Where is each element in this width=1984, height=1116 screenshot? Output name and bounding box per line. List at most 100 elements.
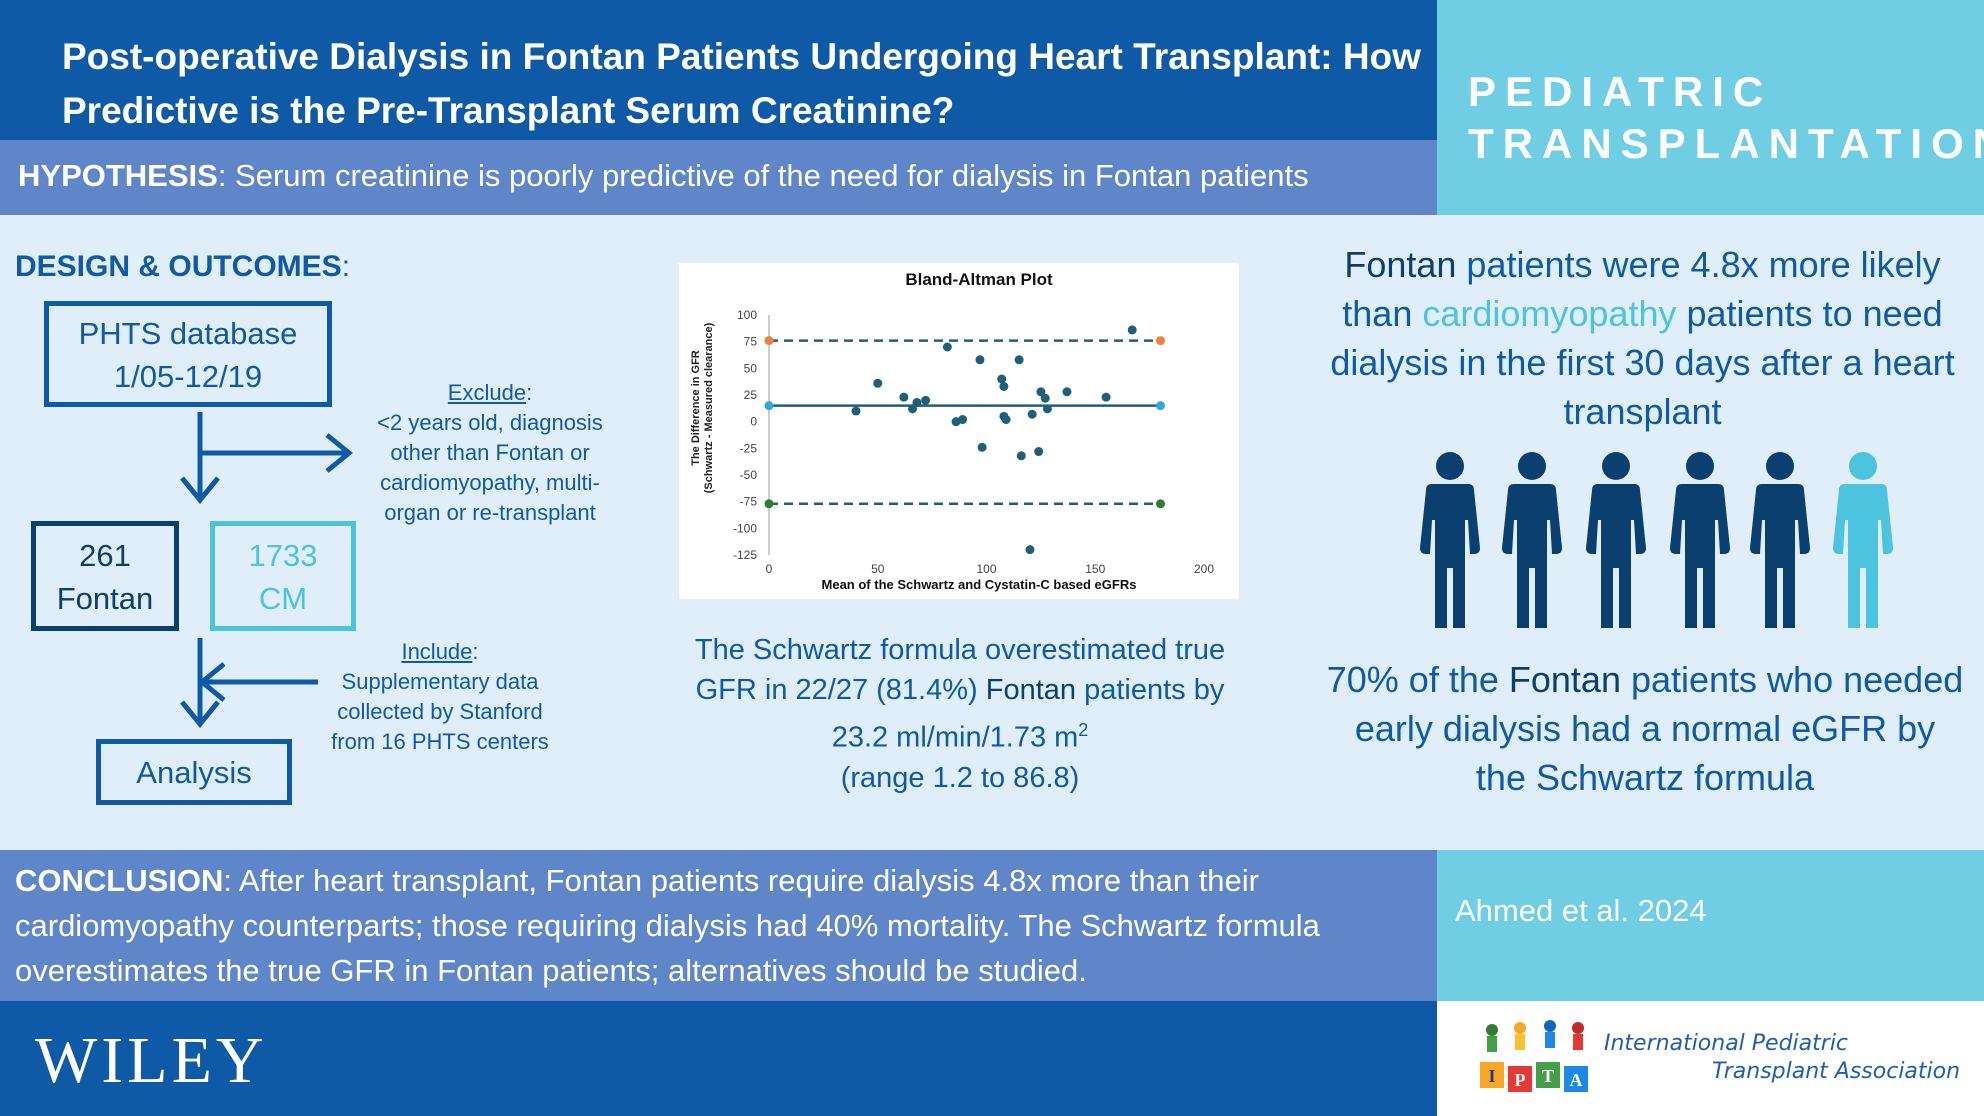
wiley-logo: WILEY [35, 1024, 268, 1097]
y-tick-label: 0 [750, 415, 757, 429]
x-tick-label: 200 [1194, 562, 1214, 576]
y-tick-label: -50 [740, 468, 758, 482]
data-point [1042, 404, 1052, 414]
ipta-letter-a: A [1570, 1070, 1583, 1090]
arrow-phts-to-cohorts [180, 412, 220, 504]
caption-fontan: Fontan [985, 674, 1077, 706]
person-icon-5 [1750, 452, 1810, 628]
data-point [942, 342, 952, 352]
data-point [851, 406, 861, 416]
mean-marker-end [1156, 401, 1165, 411]
cm-count: 1733 [248, 538, 318, 573]
data-point [997, 374, 1007, 384]
chart-svg: Bland-Altman Plot The Difference in GFR … [690, 270, 1214, 592]
ipta-letter-i: I [1488, 1066, 1495, 1086]
y-tick-label: -75 [740, 495, 758, 509]
ipta-letter-t: T [1542, 1066, 1554, 1086]
hypothesis-statement: HYPOTHESIS: Serum creatinine is poorly p… [18, 155, 1309, 197]
ipta-kids-figures [1486, 1020, 1584, 1052]
flow-arrows [180, 412, 353, 728]
data-point [1001, 415, 1011, 425]
data-point [1127, 325, 1137, 335]
data-point [1101, 392, 1111, 402]
fontan-label: Fontan [56, 581, 154, 616]
data-point [999, 381, 1009, 391]
lower-limit-marker-end [1156, 499, 1165, 509]
conclusion-statement: CONCLUSION: After heart transplant, Font… [15, 858, 1425, 993]
data-point [1025, 545, 1035, 555]
design-title: DESIGN & OUTCOMES: [15, 250, 350, 284]
include-text: Supplementary data collected by Stanford… [331, 669, 549, 754]
cm-label: CM [258, 581, 308, 616]
data-point [912, 397, 922, 407]
x-tick-label: 50 [871, 562, 885, 576]
design-title-text: DESIGN & OUTCOMES [15, 250, 342, 283]
bland-altman-chart: Bland-Altman Plot The Difference in GFR … [679, 263, 1239, 599]
y-axis-label-line2: (Schwartz - Measured clearance) [703, 322, 715, 493]
y-tick-label: 50 [744, 361, 758, 375]
stat-normal-egfr: 70% of the Fontan patients who needed ea… [1325, 655, 1965, 802]
person-icon-dark-group [1420, 452, 1810, 628]
data-point [975, 355, 985, 365]
y-axis-label-group: The Difference in GFR (Schwartz - Measur… [690, 322, 715, 493]
arrow-include [198, 662, 318, 702]
caption-part3: (range 1.2 to 86.8) [840, 761, 1080, 794]
upper-limit-marker-start [764, 336, 774, 346]
arrow-cohorts-to-analysis [180, 638, 220, 728]
arrow-exclude [200, 433, 353, 473]
stat-top-part2: patients to need dialysis in the first 3… [1330, 293, 1955, 432]
include-label: Include [401, 639, 473, 664]
stat-bottom-fontan: Fontan [1508, 659, 1621, 700]
x-axis-label: Mean of the Schwartz and Cystatin-C base… [822, 577, 1137, 592]
ipta-line2: Transplant Association [1712, 1059, 1961, 1084]
person-icon-6 [1833, 452, 1893, 628]
mean-marker-start [764, 401, 774, 411]
hypothesis-bar [0, 140, 1437, 215]
data-point [899, 392, 909, 402]
x-tick-label: 100 [976, 562, 996, 576]
phts-line2: 1/05-12/19 [113, 359, 263, 394]
person-icon-2 [1502, 452, 1562, 628]
data-point [1034, 447, 1044, 457]
design-title-colon: : [341, 250, 351, 283]
lower-limit-marker-start [764, 499, 774, 509]
people-icons [1420, 452, 1893, 628]
include-criteria: Include: Supplementary data collected by… [318, 637, 562, 757]
ipta-panel [1437, 1001, 1984, 1116]
y-tick-label: -100 [733, 521, 757, 535]
conclusion-text: : After heart transplant, Fontan patient… [15, 863, 1320, 988]
include-colon: : [472, 639, 479, 664]
y-tick-label: 100 [737, 308, 757, 322]
exclude-colon: : [526, 380, 533, 405]
stat-bottom-part1: 70% of the [1326, 659, 1509, 700]
page-title: Post-operative Dialysis in Fontan Patien… [62, 36, 1421, 131]
journal-brand-panel [1437, 0, 1984, 215]
y-tick-label: -125 [733, 548, 757, 562]
ipta-letter-p: P [1515, 1070, 1526, 1090]
ipta-line1: International Pediatric [1604, 1031, 1849, 1056]
journal-name: PEDIATRIC TRANSPLANTATION [1468, 66, 1984, 170]
ipta-name: International Pediatric Transplant Assoc… [1604, 1030, 1964, 1086]
cm-cohort-box: 1733 CM [210, 521, 356, 631]
caption-sup: 2 [1078, 720, 1089, 740]
phts-line1: PHTS database [78, 316, 298, 351]
data-point [977, 442, 987, 452]
data-point [1040, 393, 1050, 403]
stat-bottom-part2: patients who needed early dialysis had a… [1354, 659, 1964, 798]
header-banner [0, 0, 1437, 140]
y-axis-label-line1: The Difference in GFR [690, 350, 702, 466]
stat-likelihood: Fontan patients were 4.8x more likely th… [1310, 240, 1975, 436]
person-icon-3 [1586, 452, 1646, 628]
stat-top-part1: patients were 4.8x more likely than [1342, 244, 1941, 334]
analysis-label: Analysis [136, 755, 252, 790]
y-tick-label: 75 [744, 335, 758, 349]
exclude-label: Exclude [447, 380, 527, 405]
y-tick-label: -25 [740, 441, 758, 455]
x-tick-label: 150 [1085, 562, 1105, 576]
chart-caption: The Schwartz formula overestimated true … [690, 630, 1230, 798]
exclude-text: <2 years old, diagnosis other than Fonta… [377, 410, 603, 525]
conclusion-label: CONCLUSION [15, 863, 224, 898]
data-point [1016, 451, 1026, 461]
data-point [958, 415, 968, 425]
data-point [1014, 355, 1024, 365]
